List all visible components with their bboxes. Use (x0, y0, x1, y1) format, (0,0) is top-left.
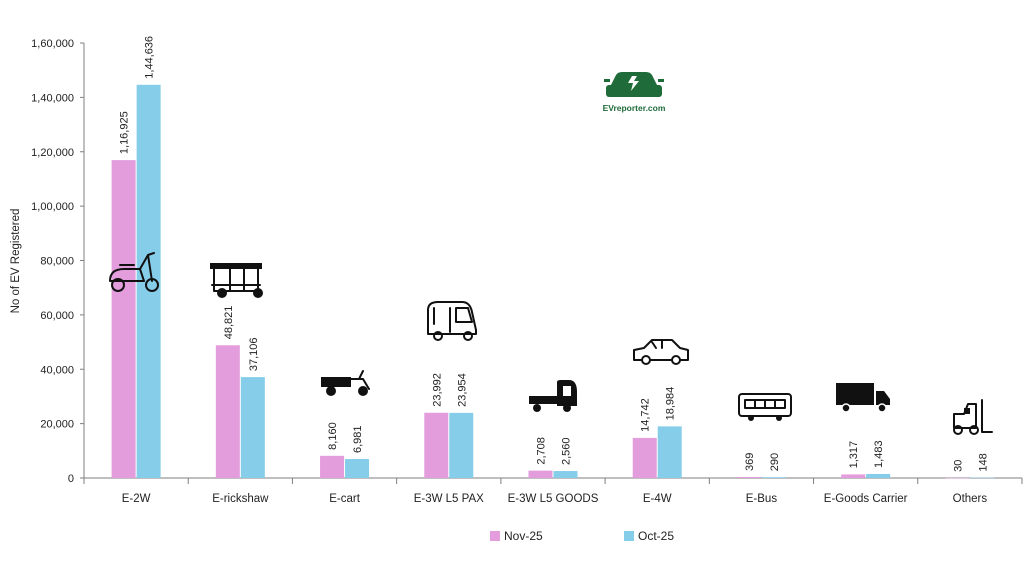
bar (761, 477, 786, 478)
x-tick-label: E-rickshaw (212, 493, 269, 505)
bar (945, 477, 970, 479)
data-label: 1,317 (848, 441, 860, 469)
legend-item: Nov-25 (490, 529, 543, 543)
bar (449, 412, 474, 478)
y-axis-title: No of EV Registered (10, 209, 22, 314)
axes: 0 20,000 40,000 60,000 80,000 1,00,000 1,20,00… (10, 38, 1023, 505)
x-tick-label: E-3W L5 PAX (414, 493, 484, 505)
bar (553, 471, 578, 478)
data-labels: 1,16,925 1,44,636 48,821 37,106 8,160 6,981 23… (119, 36, 990, 472)
legend-label: Nov-25 (504, 529, 543, 543)
auto-rickshaw-icon (427, 301, 477, 341)
bar (215, 345, 240, 478)
legend: Nov-25 Oct-25 (490, 529, 674, 543)
forklift-icon (953, 399, 993, 435)
data-label: 8,160 (327, 422, 339, 450)
data-label: 2,708 (536, 437, 548, 465)
e-rickshaw-icon (210, 263, 263, 298)
bar (970, 477, 995, 479)
x-tick-label: E-3W L5 GOODS (508, 493, 599, 505)
data-label: 2,560 (561, 438, 573, 466)
y-tick-label: 1,40,000 (31, 92, 74, 104)
e-cart-icon (321, 370, 370, 396)
data-label: 369 (744, 453, 756, 471)
data-label: 23,954 (456, 373, 468, 407)
data-label: 1,44,636 (144, 36, 156, 79)
bus-icon (738, 393, 792, 421)
bar (841, 474, 866, 478)
legend-swatch (490, 531, 500, 541)
y-tick-label: 1,20,000 (31, 147, 74, 159)
x-tick-label: E-Bus (746, 493, 778, 505)
data-label: 48,821 (223, 306, 235, 340)
x-tick-label: E-4W (643, 493, 672, 505)
x-tick-label: E-2W (122, 493, 151, 505)
bar (866, 473, 891, 478)
car-icon (633, 339, 689, 365)
bar (424, 412, 449, 478)
x-tick-label: E-cart (329, 493, 360, 505)
category-icons (109, 252, 993, 435)
y-tick-label: 1,60,000 (31, 38, 74, 50)
bar (240, 377, 265, 478)
scooter-icon (109, 252, 159, 292)
bar (632, 437, 657, 478)
bar (657, 426, 682, 478)
bar (736, 476, 761, 478)
truck-icon (836, 383, 890, 413)
bar (111, 160, 136, 478)
bar (345, 459, 370, 478)
bar (528, 470, 553, 478)
logo-text: EVreporter.com (603, 103, 666, 113)
legend-item: Oct-25 (624, 529, 674, 543)
data-label: 23,992 (431, 373, 443, 407)
data-label: 30 (952, 460, 964, 472)
data-label: 148 (977, 453, 989, 471)
data-label: 1,16,925 (119, 111, 131, 154)
bar (320, 455, 345, 478)
car-logo-icon (604, 72, 664, 97)
x-tick-label: E-Goods Carrier (824, 493, 908, 505)
data-label: 290 (769, 453, 781, 471)
data-label: 18,984 (665, 387, 677, 421)
data-label: 14,742 (640, 398, 652, 432)
x-tick-label: Others (953, 493, 988, 505)
legend-swatch (624, 531, 634, 541)
y-tick-label: 0 (68, 473, 74, 485)
y-tick-label: 40,000 (40, 364, 74, 376)
y-tick-label: 60,000 (40, 310, 74, 322)
data-label: 37,106 (248, 337, 260, 371)
legend-label: Oct-25 (638, 529, 674, 543)
evreporter-logo: EVreporter.com (603, 72, 666, 113)
y-tick-label: 1,00,000 (31, 201, 74, 213)
data-label: 1,483 (873, 440, 885, 468)
y-tick-label: 80,000 (40, 256, 74, 268)
data-label: 6,981 (352, 425, 364, 453)
y-tick-label: 20,000 (40, 419, 74, 431)
goods-three-wheeler-icon (529, 380, 577, 412)
